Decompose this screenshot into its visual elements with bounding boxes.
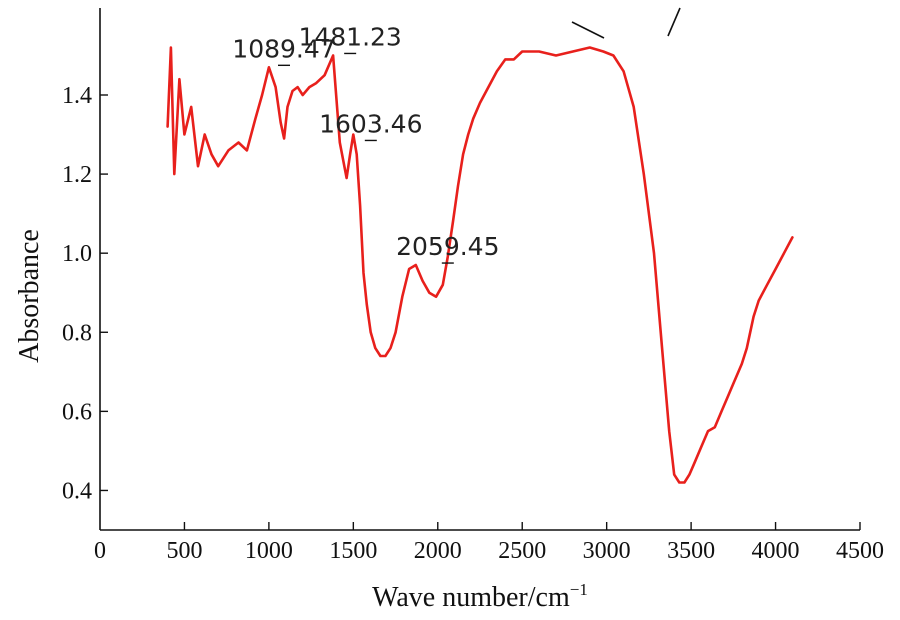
annotation-arrow-right (667, 7, 681, 37)
annotation-arrow-left (571, 21, 605, 39)
x-tick-label: 3000 (583, 538, 631, 564)
x-tick-label: 4000 (752, 538, 800, 564)
y-tick-label: 0.8 (62, 320, 92, 346)
peak-annotation-label: 1481.23 (298, 22, 401, 51)
y-tick-label: 1.0 (62, 241, 92, 267)
x-axis-title-superscript: −1 (570, 580, 588, 599)
plot-area: 0 500 1000 1500 2000 2500 3000 3500 4000 4500 0.4… (62, 7, 884, 564)
x-tick-label: 1000 (245, 538, 293, 564)
x-axis-ticks: 0 500 1000 1500 2000 2500 3000 3500 4000 4500 (94, 522, 884, 564)
x-tick-label: 3500 (667, 538, 715, 564)
x-axis-title: Wave number/cm−1 (372, 580, 588, 613)
peak-annotation-label: 1089.47 (232, 34, 335, 63)
absorbance-series-line (166, 46, 794, 484)
y-tick-label: 1.4 (62, 83, 92, 109)
y-tick-label: 0.6 (62, 399, 92, 425)
x-tick-label: 0 (94, 538, 106, 564)
x-axis-title-main: Wave number/cm (372, 582, 570, 613)
x-tick-label: 2000 (414, 538, 462, 564)
y-tick-label: 1.2 (62, 162, 92, 188)
x-tick-label: 500 (166, 538, 202, 564)
x-tick-label: 4500 (836, 538, 884, 564)
y-tick-label: 0.4 (62, 478, 92, 504)
y-axis-ticks: 0.4 0.6 0.8 1.0 1.2 1.4 (62, 83, 108, 504)
peak-annotation-label: 2059.45 (396, 232, 499, 261)
x-tick-label: 1500 (329, 538, 377, 564)
x-tick-label: 2500 (498, 538, 546, 564)
peak-annotation-label: 1603.46 (319, 109, 422, 138)
y-axis-title: Absorbance (14, 229, 45, 363)
